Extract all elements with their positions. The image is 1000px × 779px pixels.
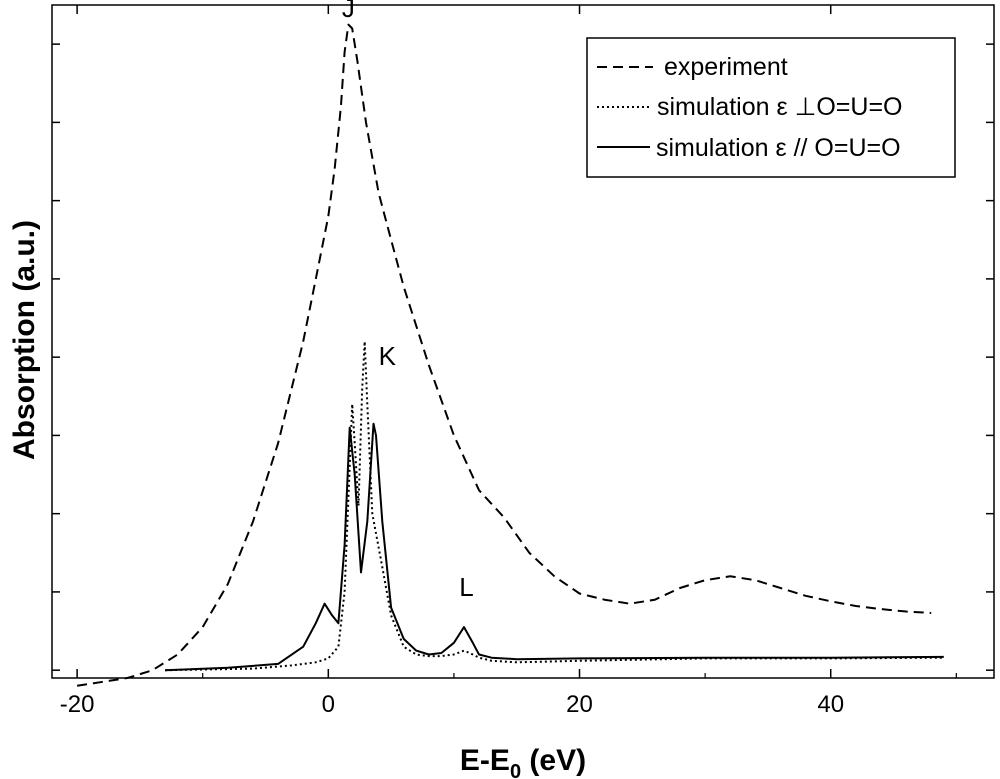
- legend-label-perpendicular: simulation ε ⊥O=U=O: [657, 93, 903, 121]
- series-line-1: [164, 340, 944, 672]
- series-line-0: [76, 23, 932, 687]
- peak-label-k: K: [379, 341, 397, 371]
- y-axis-title: Absorption (a.u.): [8, 220, 41, 460]
- x-axis-ticks: -20 0 20 40: [60, 5, 957, 718]
- x-tick-label-3: 40: [817, 691, 844, 718]
- legend: experiment simulation ε ⊥O=U=O simulatio…: [586, 37, 956, 178]
- x-tick-label-0: -20: [60, 691, 95, 718]
- y-axis-ticks: [52, 43, 994, 671]
- x-tick-label-2: 20: [566, 691, 593, 718]
- x-axis-title: E-E0 (eV): [460, 744, 586, 779]
- plot-frame: [51, 4, 995, 679]
- x-tick-label-1: 0: [322, 691, 335, 718]
- legend-label-parallel: simulation ε // O=U=O: [656, 134, 901, 162]
- peak-annotations: J K L: [342, 0, 474, 602]
- peak-label-l: L: [459, 572, 473, 602]
- peak-label-j: J: [342, 0, 355, 23]
- series-line-2: [164, 422, 944, 672]
- legend-label-experiment: experiment: [664, 53, 788, 81]
- series-layer: [76, 23, 944, 687]
